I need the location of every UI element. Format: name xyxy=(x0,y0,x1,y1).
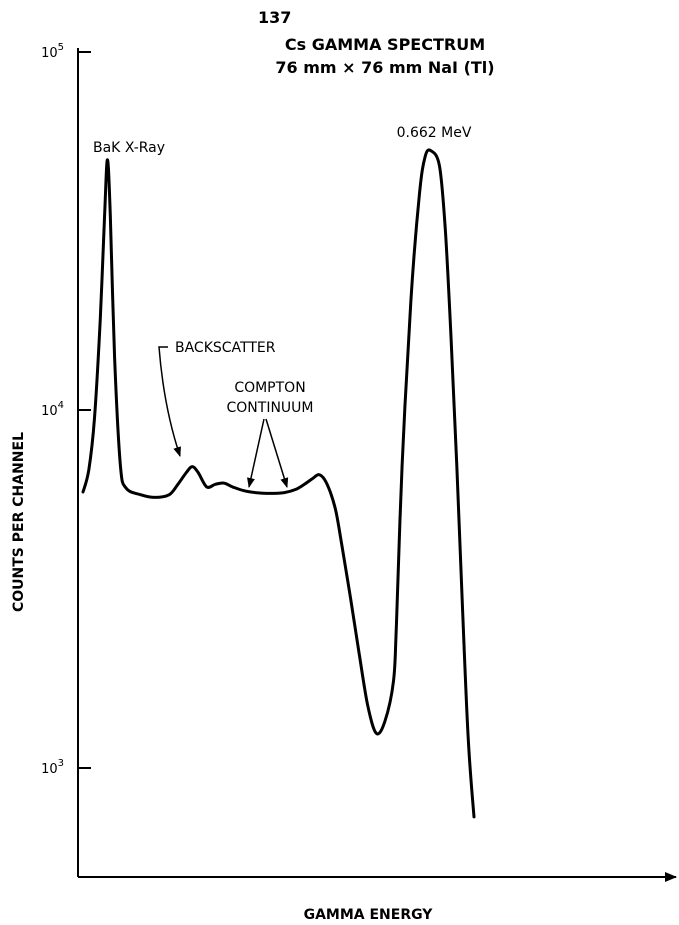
compton-arrow-left xyxy=(247,418,265,488)
backscatter-arrow xyxy=(158,346,181,457)
bak-xray-label: BaK X-Ray xyxy=(93,140,165,156)
backscatter-label: BACKSCATTER xyxy=(175,340,276,356)
y-ticks: 105 104 103 xyxy=(41,42,91,777)
compton-label-line2: CONTINUUM xyxy=(227,400,314,416)
chart-title-mass-number: 137 xyxy=(258,8,291,27)
y-axis-label: COUNTS PER CHANNEL xyxy=(11,432,27,612)
x-axis-label: GAMMA ENERGY xyxy=(304,907,434,923)
photopeak-label: 0.662 MeV xyxy=(397,125,472,141)
compton-arrow-right xyxy=(265,418,289,488)
spectrum-curve xyxy=(81,148,476,819)
compton-label-line1: COMPTON xyxy=(234,380,305,396)
y-tick-label: 104 xyxy=(41,400,64,419)
y-tick-label: 105 xyxy=(41,42,64,61)
chart-title-line1: Cs GAMMA SPECTRUM xyxy=(285,35,485,54)
y-tick-label: 103 xyxy=(41,758,64,777)
chart-title-line2: 76 mm × 76 mm NaI (Tl) xyxy=(275,58,494,77)
